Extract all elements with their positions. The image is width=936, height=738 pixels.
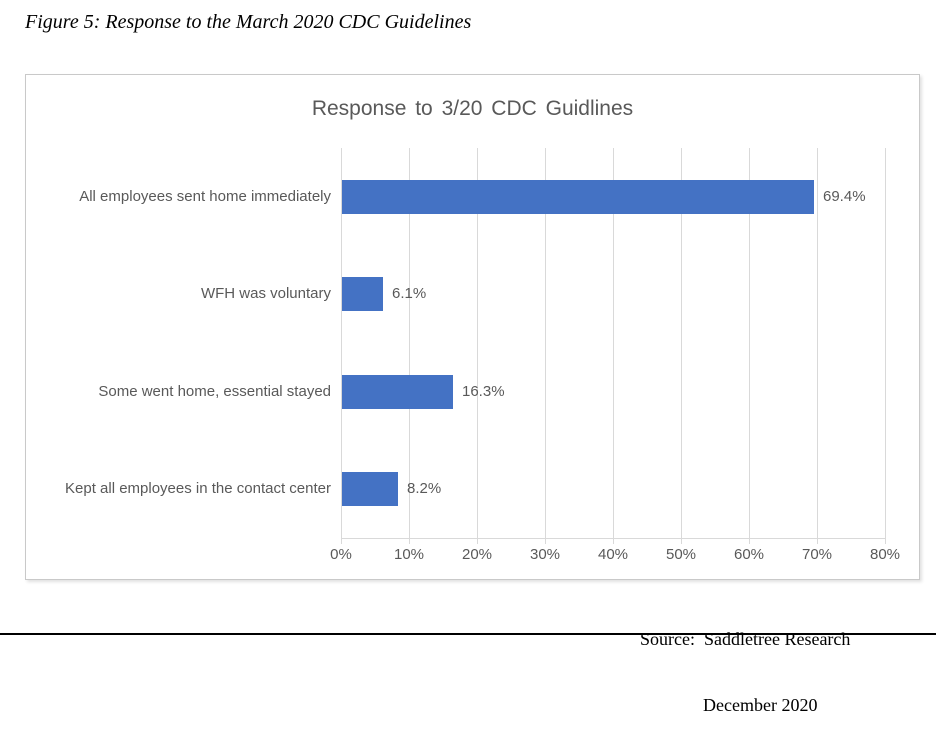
gridline: [409, 148, 410, 538]
bar-data-label: 6.1%: [392, 285, 427, 302]
gridline: [341, 148, 342, 538]
source-date-line: December 2020: [703, 695, 818, 715]
x-axis-tick: [409, 538, 410, 544]
source-line: Source: Saddletree Research: [640, 629, 851, 649]
gridline: [545, 148, 546, 538]
source-note: Source: Saddletree Research December 202…: [640, 584, 850, 738]
category-label: Some went home, essential stayed: [98, 383, 331, 400]
gridline: [817, 148, 818, 538]
bar: [342, 375, 453, 409]
x-axis-tick-label: 10%: [393, 546, 425, 563]
chart-title: Response to 3/20 CDC Guidlines: [311, 97, 634, 120]
x-axis-tick: [681, 538, 682, 544]
x-axis-tick-label: 30%: [529, 546, 561, 563]
x-axis-tick: [885, 538, 886, 544]
x-axis-tick: [545, 538, 546, 544]
x-axis-tick: [341, 538, 342, 544]
x-axis-tick: [817, 538, 818, 544]
x-axis-tick-label: 50%: [665, 546, 697, 563]
x-axis-tick-label: 70%: [801, 546, 833, 563]
gridline: [749, 148, 750, 538]
figure-caption: Figure 5: Response to the March 2020 CDC…: [25, 11, 472, 33]
category-label: All employees sent home immediately: [79, 188, 331, 205]
x-axis-tick-label: 80%: [869, 546, 901, 563]
gridline: [613, 148, 614, 538]
x-axis-tick: [477, 538, 478, 544]
x-axis-tick: [749, 538, 750, 544]
category-label: WFH was voluntary: [200, 285, 331, 302]
x-axis-tick: [613, 538, 614, 544]
bar-data-label: 69.4%: [823, 188, 866, 205]
bar-data-label: 16.3%: [462, 383, 505, 400]
gridline: [681, 148, 682, 538]
category-label: Kept all employees in the contact center: [65, 480, 331, 497]
bar: [342, 472, 398, 506]
page-bottom-border: [0, 633, 936, 635]
x-axis-tick-label: 20%: [461, 546, 493, 563]
bar-data-label: 8.2%: [407, 480, 442, 497]
category-axis-labels: All employees sent home immediately WFH w…: [34, 148, 331, 538]
plot-area: 69.4% 6.1% 16.3% 8.2%: [341, 148, 886, 544]
gridline: [477, 148, 478, 538]
gridline: [885, 148, 886, 538]
bar: [342, 277, 383, 311]
x-axis-tick-labels: 0% 10% 20% 30% 40% 50% 60% 70% 80%: [330, 546, 900, 566]
bar: [342, 180, 814, 214]
x-axis-tick-label: 0%: [330, 546, 352, 563]
x-axis-tick-label: 40%: [597, 546, 629, 563]
x-axis-tick-label: 60%: [733, 546, 765, 563]
chart-frame: Response to 3/20 CDC Guidlines 69.4% 6.1%…: [25, 74, 920, 580]
